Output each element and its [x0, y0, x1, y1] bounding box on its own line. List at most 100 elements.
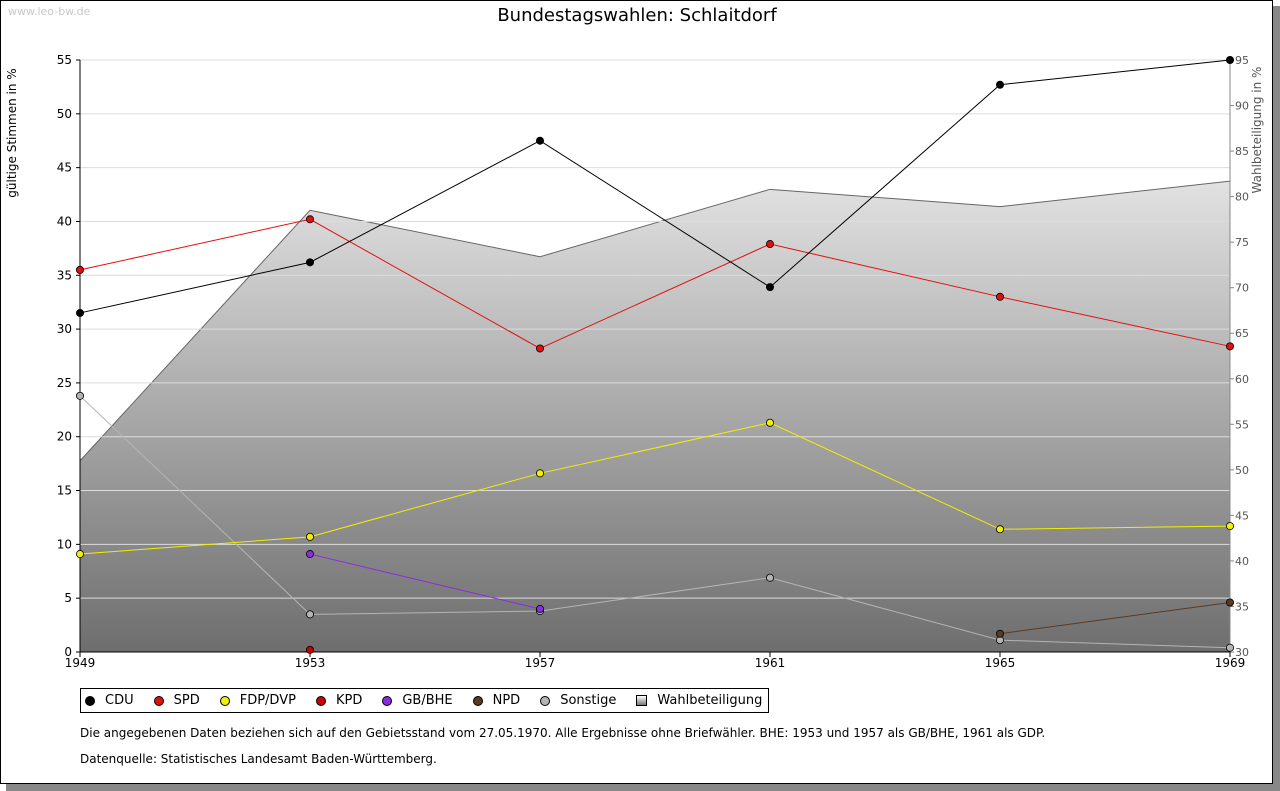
data-point-kpd — [305, 645, 314, 654]
legend-marker — [540, 695, 551, 706]
series-line-spd — [79, 218, 1231, 350]
y2-axis-label: Wahlbeteiligung in % — [1250, 67, 1264, 194]
legend-marker — [382, 695, 393, 706]
chart-title: Bundestagswahlen: Schlaitdorf — [497, 5, 777, 26]
legend-item: NPD — [472, 693, 521, 708]
y2-tick-label: 55 — [1235, 418, 1249, 431]
series-line-sonstige — [79, 395, 1231, 649]
data-point-cdu — [76, 308, 85, 317]
legend: CDU SPD FDP/DVP KPD GB/BHE NPD Sonstige Wahlbet… — [80, 688, 770, 713]
turnout-area — [80, 181, 1230, 652]
data-point-fdp-dvp — [76, 550, 85, 559]
data-point-npd — [1226, 598, 1235, 607]
y-tick-label: 20 — [57, 430, 72, 444]
series-line-fdp-dvp — [79, 422, 1231, 555]
y2-tick-label: 40 — [1235, 555, 1249, 568]
y-tick-label: 35 — [57, 268, 72, 282]
y-tick-label: 40 — [57, 214, 72, 228]
data-point-fdp-dvp — [305, 532, 314, 541]
frame-shadow-bottom — [6, 784, 1280, 791]
data-point-spd — [76, 265, 85, 274]
y2-tick-label: 85 — [1235, 145, 1249, 158]
y2-tick-label: 70 — [1235, 282, 1249, 295]
election-chart: Bundestagswahlen: Schlaitdorf gültige St… — [5, 5, 1264, 670]
y2-tick-label: 65 — [1235, 327, 1249, 340]
legend-marker — [315, 695, 326, 706]
data-point-spd — [536, 344, 545, 353]
x-tick-label: 1953 — [295, 656, 326, 670]
data-point-fdp-dvp — [1226, 522, 1235, 531]
legend-label: Sonstige — [560, 693, 617, 708]
data-point-spd — [1226, 342, 1235, 351]
legend-marker — [636, 695, 648, 706]
data-point-npd — [996, 629, 1005, 638]
y2-tick-label: 35 — [1235, 600, 1249, 613]
data-point-spd — [996, 292, 1005, 301]
legend-item: Sonstige — [540, 693, 616, 708]
legend-marker — [219, 695, 230, 706]
footnote-datenquelle: Datenquelle: Statistisches Landesamt Bad… — [80, 752, 437, 766]
x-tick-label: 1965 — [985, 656, 1016, 670]
legend-marker — [85, 695, 95, 706]
x-tick-label: 1957 — [525, 656, 556, 670]
data-point-cdu — [1226, 56, 1235, 65]
y2-tick-label: 95 — [1235, 54, 1249, 67]
frame-shadow-right — [1273, 6, 1280, 791]
legend-item: KPD — [315, 693, 363, 708]
series-line-cdu — [79, 59, 1231, 314]
y-tick-label: 0 — [64, 645, 72, 659]
footnote-gebietsstand: Die angegebenen Daten beziehen sich auf … — [80, 726, 1046, 740]
y-tick-label: 45 — [57, 161, 72, 175]
legend-label: CDU — [105, 693, 134, 708]
data-point-gb-bhe — [305, 550, 314, 559]
legend-label: SPD — [173, 693, 200, 708]
legend-item: FDP/DVP — [219, 693, 296, 708]
data-point-spd — [305, 215, 314, 224]
y-tick-label: 30 — [57, 322, 72, 336]
legend-item: SPD — [153, 693, 200, 708]
y-tick-label: 5 — [64, 591, 72, 605]
data-point-fdp-dvp — [536, 469, 545, 478]
legend-item: CDU — [85, 693, 134, 708]
legend-label: FDP/DVP — [239, 693, 296, 708]
legend-label: Wahlbeteiligung — [657, 693, 763, 708]
y2-tick-label: 75 — [1235, 236, 1249, 249]
series-line-gb-bhe — [309, 553, 541, 610]
y-tick-label: 10 — [57, 537, 72, 551]
data-point-fdp-dvp — [996, 525, 1005, 534]
y2-tick-label: 45 — [1235, 509, 1249, 522]
y-tick-label: 55 — [57, 53, 72, 67]
watermark: www.leo-bw.de — [8, 5, 91, 18]
data-point-sonstige — [305, 610, 314, 619]
y-tick-label: 50 — [57, 107, 72, 121]
y2-tick-label: 30 — [1235, 646, 1249, 659]
y-tick-label: 15 — [57, 484, 72, 498]
y-tick-label: 25 — [57, 376, 72, 390]
legend-marker — [153, 695, 164, 706]
legend-label: GB/BHE — [402, 693, 453, 708]
legend-label: KPD — [335, 693, 363, 708]
y2-tick-label: 60 — [1235, 373, 1249, 386]
data-point-sonstige — [76, 391, 85, 400]
data-point-cdu — [536, 136, 545, 145]
legend-item: GB/BHE — [382, 693, 453, 708]
x-tick-label: 1969 — [1215, 656, 1246, 670]
x-tick-label: 1949 — [65, 656, 96, 670]
legend-item: Wahlbeteiligung — [636, 693, 762, 708]
legend-label: NPD — [492, 693, 521, 708]
legend-marker — [472, 695, 483, 706]
data-point-gb-bhe — [536, 604, 545, 613]
turnout-line — [79, 180, 1231, 462]
y2-tick-label: 80 — [1235, 191, 1249, 204]
y-axis-label: gültige Stimmen in % — [5, 68, 19, 197]
y2-tick-label: 50 — [1235, 464, 1249, 477]
data-point-spd — [766, 240, 775, 249]
series-line-npd — [999, 601, 1231, 635]
x-tick-label: 1961 — [755, 656, 786, 670]
data-point-cdu — [305, 258, 314, 267]
data-point-cdu — [766, 283, 775, 292]
y2-tick-label: 90 — [1235, 100, 1249, 113]
data-point-fdp-dvp — [766, 418, 775, 427]
data-point-sonstige — [766, 573, 775, 582]
data-point-cdu — [996, 80, 1005, 89]
